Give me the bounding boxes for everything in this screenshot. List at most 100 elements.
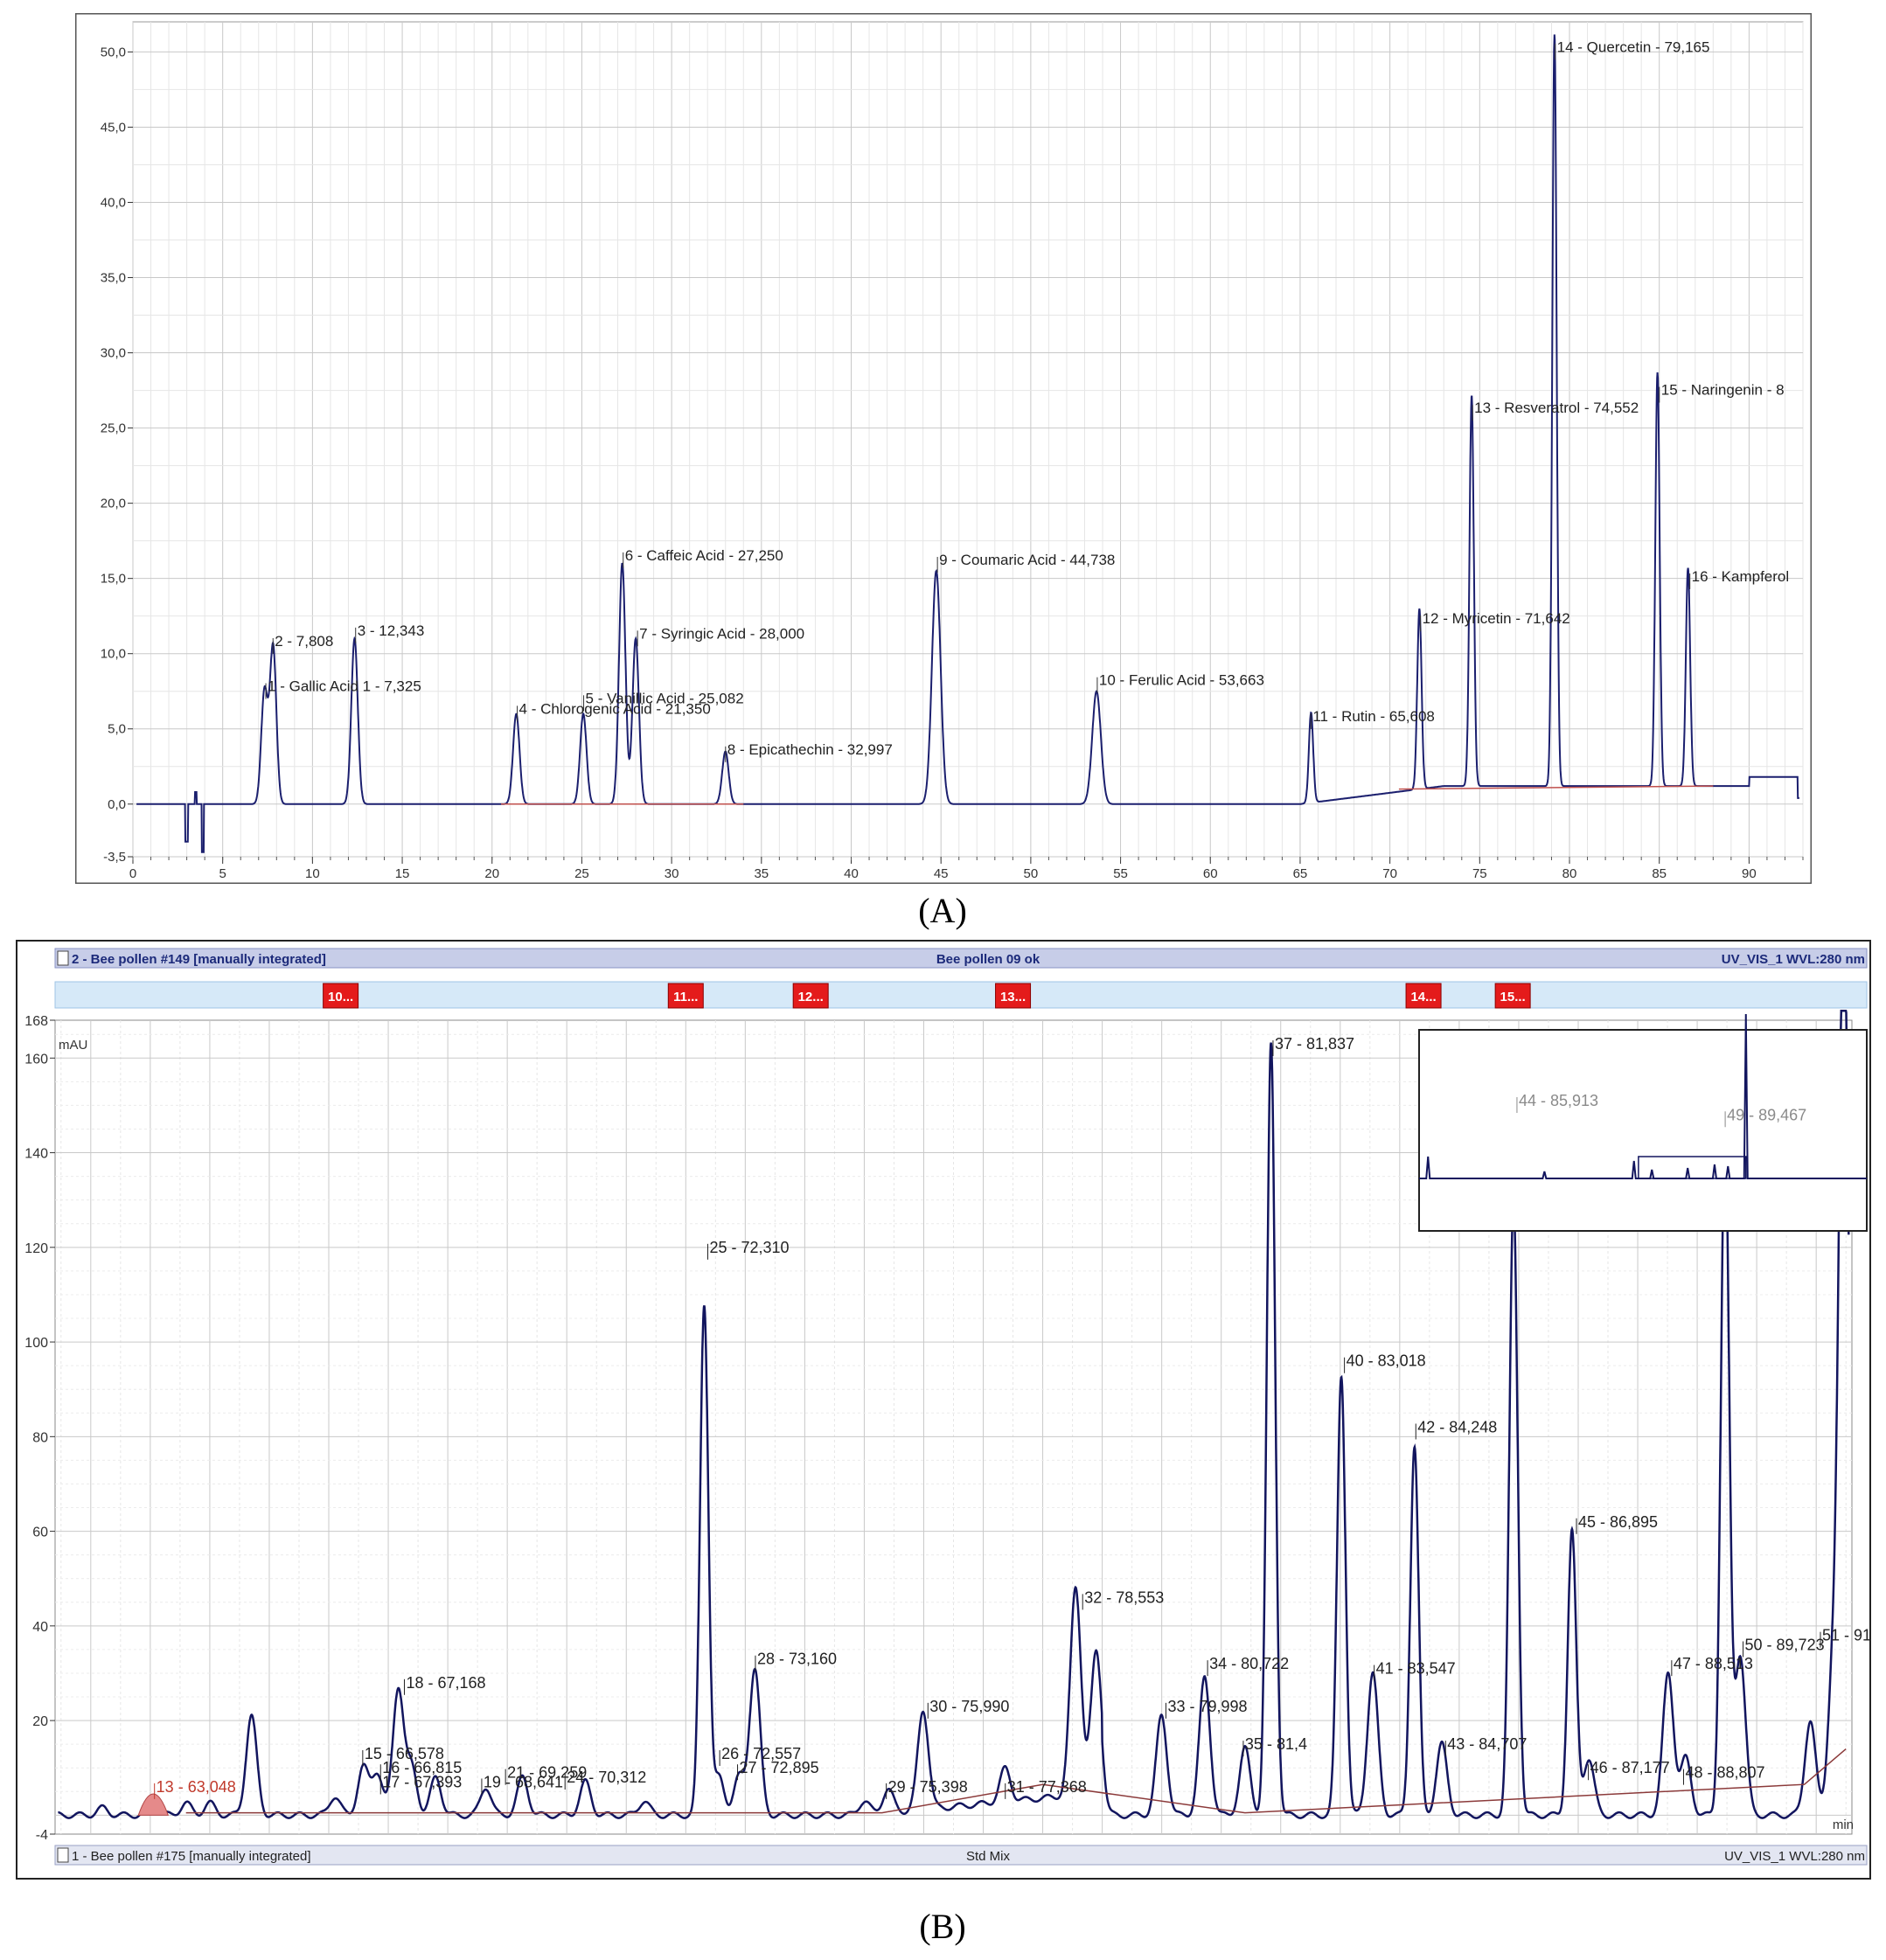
y-tick-label: 20,0 — [101, 497, 126, 511]
overview-zoom-box — [1638, 1156, 1747, 1179]
retention-marker-label: 14... — [1410, 990, 1436, 1004]
x-tick-label: 45 — [934, 866, 949, 881]
header-bar — [54, 948, 1868, 969]
retention-marker — [995, 983, 1032, 1009]
peak-label: 1 - Gallic Acid 1 - 7,325 — [268, 678, 421, 695]
x-tick-label: 50 — [1024, 866, 1039, 881]
y-tick-label: 5,0 — [108, 722, 126, 737]
peak-label: 35 - 81,4 — [1245, 1735, 1307, 1753]
peak-label: 4 - Chlorogenic Acid - 21,350 — [519, 700, 711, 717]
peak-label: 24 - 70,312 — [567, 1769, 646, 1786]
peak-label: 17 - 67,393 — [382, 1773, 462, 1790]
peak-label: 28 - 73,160 — [757, 1651, 837, 1668]
y-tick-label: 100 — [24, 1336, 48, 1351]
retention-marker — [792, 983, 829, 1009]
x-tick-label: 70 — [1382, 866, 1397, 881]
baseline-line — [185, 1748, 1847, 1814]
footer-left: 1 - Bee pollen #175 [manually integrated… — [72, 1849, 311, 1864]
peak-label: 15 - 66,578 — [365, 1745, 444, 1762]
header-center: Bee pollen 09 ok — [936, 952, 1040, 967]
x-tick-label: 80 — [1562, 866, 1577, 881]
peak-label: 18 - 67,168 — [406, 1674, 485, 1692]
x-tick-label: 40 — [844, 866, 859, 881]
peak-label: 51 - 91,3 — [1822, 1627, 1871, 1644]
x-tick-label: 5 — [219, 866, 226, 881]
peak-label: 16 - 66,815 — [382, 1759, 462, 1776]
peak-label: 14 - Quercetin - 79,165 — [1557, 38, 1710, 55]
x-tick-label: 60 — [1203, 866, 1218, 881]
peak-label: 47 - 88,513 — [1674, 1655, 1753, 1672]
y-unit-label: mAU — [59, 1038, 87, 1053]
y-tick-label: 0,0 — [108, 797, 126, 812]
peak-label: 13 - 63,048 — [157, 1778, 236, 1796]
peak-label: 9 - Coumaric Acid - 44,738 — [939, 552, 1115, 568]
peak-label: 10 - Ferulic Acid - 53,663 — [1099, 672, 1264, 689]
peak-label: 11 - Rutin - 65,608 — [1312, 708, 1435, 725]
footer-right: UV_VIS_1 WVL:280 nm — [1724, 1849, 1865, 1864]
retention-marker-label: 13... — [1000, 990, 1026, 1004]
y-tick-label: 60 — [32, 1526, 48, 1540]
x-tick-label: 35 — [754, 866, 769, 881]
peak-label: 43 - 84,707 — [1447, 1735, 1527, 1753]
y-tick-label: 80 — [32, 1430, 48, 1445]
header-left: 2 - Bee pollen #149 [manually integrated… — [72, 952, 326, 967]
peak-label: 26 - 72,557 — [721, 1745, 801, 1762]
peak-label: 41 - 83,547 — [1376, 1660, 1456, 1678]
footer-icon — [57, 1847, 69, 1863]
peak-label: 44 - 85,913 — [1519, 1092, 1598, 1109]
y-tick-label: 20 — [32, 1714, 48, 1729]
y-tick-label: 140 — [24, 1147, 48, 1162]
y-tick-label: 15,0 — [101, 572, 126, 587]
peak-label: 27 - 72,895 — [740, 1759, 819, 1776]
overview-inset — [1418, 1029, 1868, 1232]
peak-label: 2 - 7,808 — [275, 633, 333, 650]
peak-label: 15 - Naringenin - 8 — [1661, 382, 1785, 399]
peak-label: 6 - Caffeic Acid - 27,250 — [625, 547, 783, 564]
peak-label: 48 - 88,807 — [1685, 1764, 1764, 1782]
peak-label: 29 - 75,398 — [888, 1778, 968, 1796]
x-tick-label: 15 — [395, 866, 410, 881]
panel-b-chart: 2 - Bee pollen #149 [manually integrated… — [16, 940, 1884, 1880]
y-tick-label: -3,5 — [103, 850, 126, 865]
y-tick-label: 120 — [24, 1241, 48, 1256]
peak-label: 33 - 79,998 — [1167, 1698, 1247, 1715]
peak-label: 13 - Resveratrol - 74,552 — [1474, 400, 1639, 416]
y-tick-label: 40,0 — [101, 195, 126, 210]
peak-label: 32 - 78,553 — [1084, 1588, 1164, 1606]
peak-label: 40 - 83,018 — [1347, 1352, 1426, 1370]
retention-marker — [667, 983, 704, 1009]
peak-label: 50 - 89,723 — [1745, 1636, 1825, 1653]
peak-label: 5 - Vanillic Acid - 25,082 — [586, 690, 744, 706]
y-tick-label: 40 — [32, 1620, 48, 1635]
footer-center: Std Mix — [966, 1849, 1011, 1864]
peak-label: 16 - Kampferol — [1692, 568, 1790, 585]
baseline-segment — [1398, 785, 1714, 790]
x-tick-label: 75 — [1472, 866, 1487, 881]
y-tick-label: 10,0 — [101, 647, 126, 662]
trace-line — [58, 1009, 1850, 1819]
chromatogram-b: 2 - Bee pollen #149 [manually integrated… — [16, 940, 1884, 1880]
x-tick-label: 10 — [305, 866, 320, 881]
y-tick-label: 50,0 — [101, 45, 126, 59]
peak-label: 25 - 72,310 — [710, 1239, 790, 1256]
header-right: UV_VIS_1 WVL:280 nm — [1722, 952, 1865, 967]
panel-a-letter: (A) — [918, 891, 967, 930]
chromatogram-a: -3,5 0,0 5,0 10,0 15,0 20,0 25,0 30,0 35,0 40,0 45… — [74, 12, 1813, 885]
plot-area — [132, 21, 1804, 858]
y-tick-label: 168 — [24, 1014, 48, 1029]
retention-marker-label: 11... — [673, 990, 698, 1004]
peak-label: 31 - 77,368 — [1007, 1778, 1087, 1796]
retention-marker — [323, 983, 359, 1009]
peak-label: 12 - Myricetin - 71,642 — [1423, 610, 1570, 627]
retention-marker — [1405, 983, 1442, 1009]
y-tick-label: 30,0 — [101, 346, 126, 361]
peak-label: 8 - Epicathechin - 32,997 — [727, 741, 893, 758]
peak-label: 7 - Syringic Acid - 28,000 — [639, 625, 804, 642]
peak-label: 19 - 68,641 — [484, 1773, 563, 1790]
x-tick-label: 55 — [1113, 866, 1128, 881]
trace-line — [136, 34, 1799, 853]
panel-b-letter: (B) — [919, 1907, 966, 1946]
panel-a-chart: -3,5 0,0 5,0 10,0 15,0 20,0 25,0 30,0 35,0 40,0 45… — [74, 12, 1813, 885]
peak-label: 49 - 89,467 — [1727, 1106, 1806, 1123]
footer-bar — [54, 1845, 1868, 1866]
